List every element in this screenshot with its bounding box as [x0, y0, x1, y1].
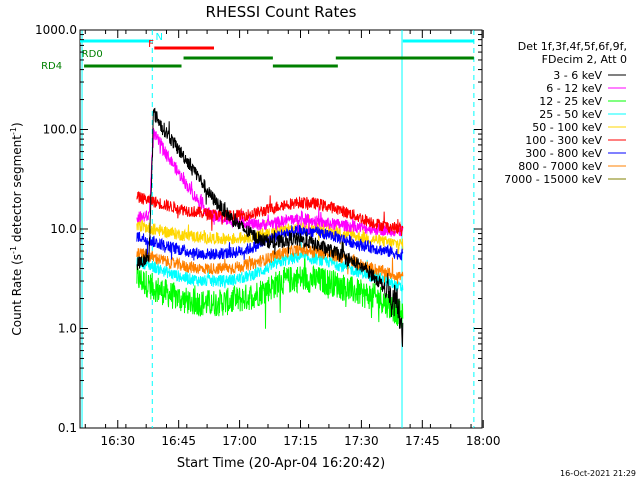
- y-axis-label-end: ): [10, 122, 24, 127]
- y-axis-label: Count Rate (s-1 detector segment-1): [9, 122, 24, 335]
- x-tick-label: 17:45: [405, 434, 440, 448]
- y-tick-label: 100.0: [43, 123, 77, 137]
- x-tick-label: 16:45: [161, 434, 196, 448]
- state-bar-label: RD0: [82, 49, 103, 60]
- legend: Det 1f,3f,4f,5f,6f,9f,FDecim 2, Att 0 3 -…: [504, 40, 627, 186]
- legend-entry-label: 25 - 50 keV: [539, 108, 602, 121]
- series-line-0: [136, 107, 404, 347]
- legend-entry-label: 100 - 300 keV: [525, 134, 602, 147]
- y-axis-label-mid: detector segment: [10, 135, 24, 246]
- y-tick-label: 1000.0: [35, 23, 77, 37]
- legend-entry-label: 6 - 12 keV: [546, 82, 602, 95]
- x-tick-label: 17:15: [283, 434, 318, 448]
- y-tick-label: 10.0: [50, 222, 77, 236]
- y-axis-ticks: 0.1 1.0 10.0 100.0 1000.0: [35, 23, 482, 435]
- state-bars: NF RD0 RD4: [41, 32, 474, 72]
- y-axis-label-exp1: -1: [9, 246, 18, 254]
- legend-entry-label: 7000 - 15000 keV: [504, 173, 602, 186]
- series-lines: [136, 107, 404, 347]
- state-bar-label: N: [155, 32, 162, 43]
- legend-entry-label: 12 - 25 keV: [539, 95, 602, 108]
- legend-header-line: FDecim 2, Att 0: [542, 53, 627, 66]
- legend-entry-label: 50 - 100 keV: [532, 121, 602, 134]
- x-tick-label: 17:00: [222, 434, 257, 448]
- legend-entry-label: 3 - 6 keV: [553, 69, 602, 82]
- x-axis-label: Start Time (20-Apr-04 16:20:42): [177, 456, 385, 471]
- state-bar-label: F: [148, 39, 154, 50]
- y-axis-label-main: Count Rate (s: [10, 254, 24, 336]
- series-line-7: [136, 241, 404, 284]
- generation-timestamp: 16-Oct-2021 21:29: [560, 469, 636, 478]
- x-axis-ticks: 16:30 16:45 17:00 17:15 17:30 17:45 18:00: [84, 30, 501, 448]
- series-line-2: [136, 255, 404, 329]
- y-axis-label-exp2: -1: [9, 127, 18, 135]
- series-line-1: [136, 127, 404, 237]
- y-tick-label: 0.1: [58, 421, 77, 435]
- x-tick-label: 16:30: [100, 434, 135, 448]
- legend-entry-label: 800 - 7000 keV: [518, 160, 602, 173]
- chart-title: RHESSI Count Rates: [206, 3, 357, 21]
- legend-entry-label: 300 - 800 keV: [525, 147, 602, 160]
- x-tick-label: 18:00: [466, 434, 501, 448]
- series-line-5: [136, 191, 404, 237]
- x-tick-label: 17:30: [344, 434, 379, 448]
- y-tick-label: 1.0: [58, 322, 77, 336]
- legend-header-line: Det 1f,3f,4f,5f,6f,9f,: [518, 40, 627, 53]
- state-bar-label: RD4: [41, 61, 62, 72]
- series-line-6: [136, 224, 404, 261]
